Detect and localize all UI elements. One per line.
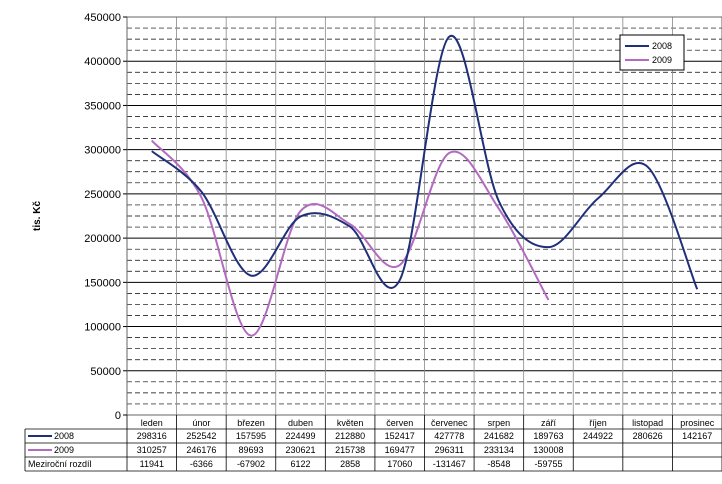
table-cell: -6366: [190, 459, 213, 469]
table-cell: 6122: [291, 459, 311, 469]
table-cell: -67902: [237, 459, 265, 469]
y-axis-label: tis. Kč: [32, 201, 43, 231]
table-cell: 241682: [484, 431, 514, 441]
table-cell: -59755: [534, 459, 562, 469]
x-category-label: únor: [192, 418, 210, 428]
table-cell: 189763: [533, 431, 563, 441]
series-line-2008: [151, 35, 699, 290]
table-cell: 298316: [137, 431, 167, 441]
table-cell: -131467: [433, 459, 466, 469]
x-category-label: leden: [141, 418, 163, 428]
table-cell: 2858: [340, 459, 360, 469]
table-cell: 280626: [633, 431, 663, 441]
x-category-label: listopad: [632, 418, 663, 428]
x-category-label: říjen: [589, 418, 607, 428]
table-cell: 230621: [286, 445, 316, 455]
x-category-label: květen: [337, 418, 364, 428]
data-table: leden únor březen duben květen červen červenec…: [24, 415, 722, 472]
table-cell: 17060: [387, 459, 412, 469]
table-cell: 130008: [533, 445, 563, 455]
table-cell: 152417: [385, 431, 415, 441]
table-cell: 11941: [140, 459, 164, 469]
legend: 2008 2009: [619, 34, 685, 71]
y-tick-label: 50000: [90, 366, 121, 378]
table-row-label: 2008: [54, 431, 74, 441]
table-cell: 212880: [335, 431, 365, 441]
y-tick-label: 450000: [84, 12, 121, 24]
table-row-label: Meziroční rozdíl: [28, 459, 92, 469]
x-category-label: srpen: [488, 418, 511, 428]
y-tick-label: 100000: [84, 322, 121, 334]
series-lines: [151, 35, 699, 337]
table-cell: -8548: [487, 459, 510, 469]
y-tick-label: 300000: [84, 145, 121, 157]
legend-box: [619, 34, 685, 71]
x-category-label: duben: [288, 418, 313, 428]
table-cell: 246176: [186, 445, 216, 455]
table-cell: 169477: [385, 445, 415, 455]
y-tick-label: 200000: [84, 233, 121, 245]
y-tick-label: 0: [115, 410, 121, 422]
y-tick-label: 150000: [84, 277, 121, 289]
table-cell: 296311: [435, 445, 464, 455]
y-tick-label: 350000: [84, 100, 121, 112]
y-tick-label: 400000: [84, 56, 121, 68]
table-cell: 244922: [583, 431, 613, 441]
table-cell: 233134: [484, 445, 514, 455]
table-row-label: 2009: [54, 445, 74, 455]
x-category-label: červenec: [431, 418, 468, 428]
table-cell: 89693: [238, 445, 263, 455]
legend-entry-2009: 2009: [652, 55, 672, 65]
series-line-2009: [151, 139, 550, 337]
gridlines: [126, 16, 722, 416]
table-cell: 157595: [236, 431, 266, 441]
table-cell: 310257: [137, 445, 167, 455]
table-cell: 215738: [335, 445, 365, 455]
legend-entry-2008: 2008: [652, 41, 672, 51]
x-category-label: září: [541, 418, 557, 428]
y-tick-label: 250000: [84, 189, 121, 201]
x-category-label: březen: [237, 418, 265, 428]
table-cell: 252542: [186, 431, 216, 441]
table-cell: 427778: [434, 431, 464, 441]
x-category-label: červen: [386, 418, 413, 428]
table-cell: 142167: [682, 431, 712, 441]
table-cell: 224499: [286, 431, 316, 441]
x-category-label: prosinec: [680, 418, 715, 428]
y-axis: 0 50000 100000 150000 200000 250000 300000 3500…: [84, 12, 127, 422]
